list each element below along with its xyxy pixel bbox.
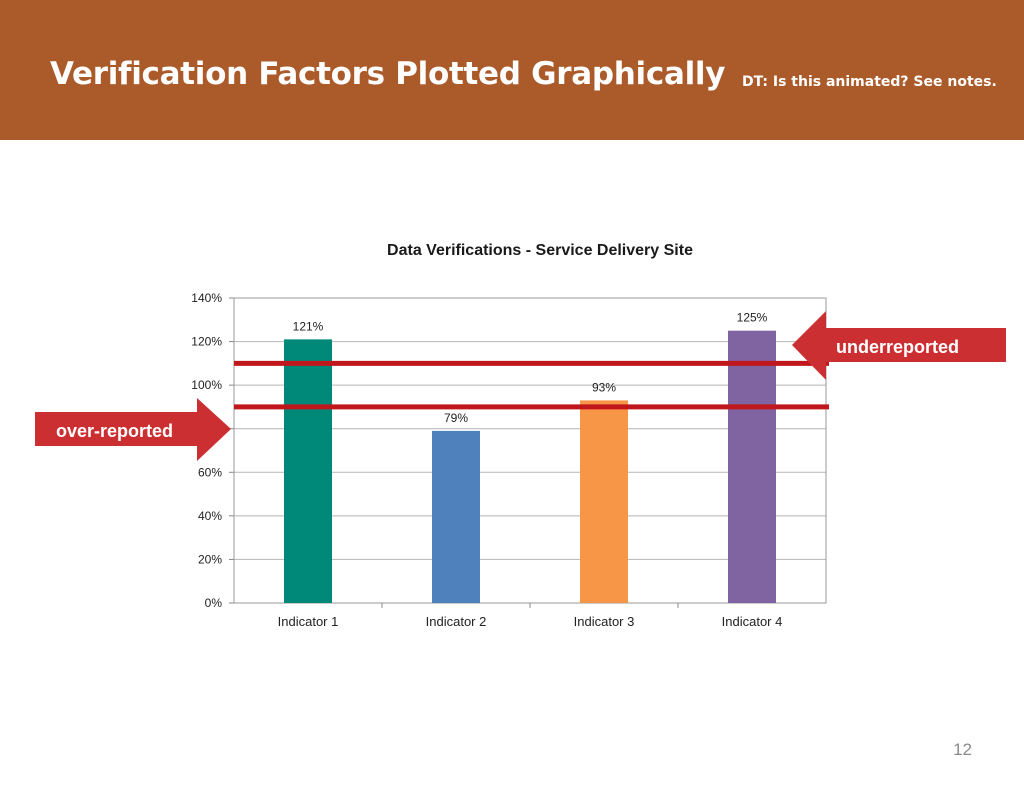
y-tick-label: 0% (205, 596, 223, 610)
bar (728, 330, 776, 603)
slide-note: DT: Is this animated? See notes. (742, 74, 997, 90)
x-tick-label: Indicator 4 (722, 614, 783, 629)
bar (432, 430, 480, 603)
y-tick-label: 140% (191, 291, 222, 305)
y-tick-label: 20% (198, 552, 222, 566)
chart-title: Data Verifications - Service Delivery Si… (387, 242, 693, 259)
data-label: 93% (592, 380, 616, 394)
x-tick-label: Indicator 2 (426, 614, 487, 629)
bar (284, 339, 332, 603)
data-label: 121% (293, 319, 324, 333)
data-label: 125% (737, 311, 768, 325)
bar (580, 400, 628, 603)
underreported-callout: underreported (792, 311, 1006, 380)
y-tick-label: 120% (191, 335, 222, 349)
y-tick-label: 40% (198, 509, 222, 523)
x-tick-label: Indicator 3 (574, 614, 635, 629)
page-number: 12 (953, 740, 972, 759)
over-reported-arrow (35, 398, 231, 461)
over-reported-callout: over-reported (35, 398, 231, 461)
y-tick-label: 100% (191, 378, 222, 392)
x-tick-label: Indicator 1 (278, 614, 339, 629)
data-label: 79% (444, 411, 468, 425)
over-reported-label: over-reported (56, 421, 173, 441)
y-tick-label: 60% (198, 465, 222, 479)
header-bar: Verification Factors Plotted Graphically… (0, 0, 1024, 140)
slide-title: Verification Factors Plotted Graphically (50, 56, 726, 92)
underreported-arrow (792, 311, 1006, 380)
underreported-label: underreported (836, 337, 959, 357)
